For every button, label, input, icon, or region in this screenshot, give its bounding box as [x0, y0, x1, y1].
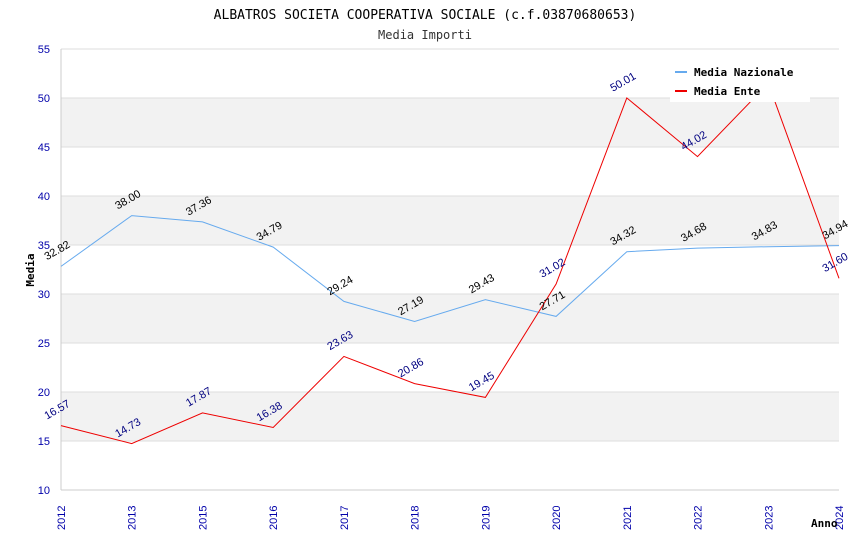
x-tick-label: 2024 — [834, 506, 846, 530]
y-tick-label: 50 — [38, 93, 50, 105]
y-tick-label: 25 — [38, 338, 50, 350]
grid-band — [61, 196, 839, 245]
x-tick-label: 2019 — [480, 506, 492, 530]
x-tick-label: 2023 — [763, 506, 775, 530]
x-tick-label: 2012 — [56, 506, 68, 530]
legend: Media Nazionale Media Ente — [670, 60, 810, 102]
y-tick-label: 35 — [38, 240, 50, 252]
series-line-ente — [60, 82, 840, 445]
chart-subtitle: Media Importi — [378, 28, 472, 42]
y-tick-label: 45 — [38, 142, 50, 154]
data-label-ente: 31.02 — [538, 256, 568, 280]
legend-background — [670, 60, 810, 102]
grid-bands — [61, 98, 839, 441]
data-label-ente: 20.86 — [396, 356, 426, 380]
series-group — [60, 82, 840, 445]
y-tick-label: 55 — [38, 44, 50, 56]
series-line-nazionale — [60, 215, 840, 323]
x-tick-label: 2022 — [693, 506, 705, 530]
y-tick-label: 40 — [38, 191, 50, 203]
legend-label: Media Ente — [694, 85, 761, 98]
y-tick-label: 30 — [38, 289, 50, 301]
y-tick-label: 15 — [38, 436, 50, 448]
grid-band — [61, 294, 839, 343]
grid-band — [61, 98, 839, 147]
grid-band — [61, 392, 839, 441]
x-tick-label: 2021 — [622, 506, 634, 530]
y-axis-ticks: 10 15 20 25 30 35 40 45 50 55 — [38, 44, 50, 497]
y-tick-label: 10 — [38, 485, 50, 497]
data-label-ente: 31.60 — [821, 251, 850, 275]
y-tick-label: 20 — [38, 387, 50, 399]
data-label-ente: 50.01 — [608, 70, 638, 94]
data-label-nazionale: 29.43 — [467, 272, 497, 296]
x-tick-label: 2016 — [268, 506, 280, 530]
x-tick-label: 2020 — [551, 506, 563, 530]
x-tick-label: 2017 — [339, 506, 351, 530]
x-tick-label: 2015 — [197, 506, 209, 530]
y-axis-label: Media — [24, 253, 37, 286]
chart-title: ALBATROS SOCIETA COOPERATIVA SOCIALE (c.… — [214, 8, 637, 23]
x-tick-label: 2018 — [410, 506, 422, 530]
x-axis-ticks: 2012 2013 2015 2016 2017 2018 2019 2020 2021 2022… — [56, 506, 846, 530]
data-label-ente: 19.45 — [467, 370, 497, 394]
legend-label: Media Nazionale — [694, 66, 794, 79]
x-axis-label: Anno — [811, 517, 838, 530]
grid-lines — [60, 48, 839, 491]
x-tick-label: 2013 — [127, 506, 139, 530]
